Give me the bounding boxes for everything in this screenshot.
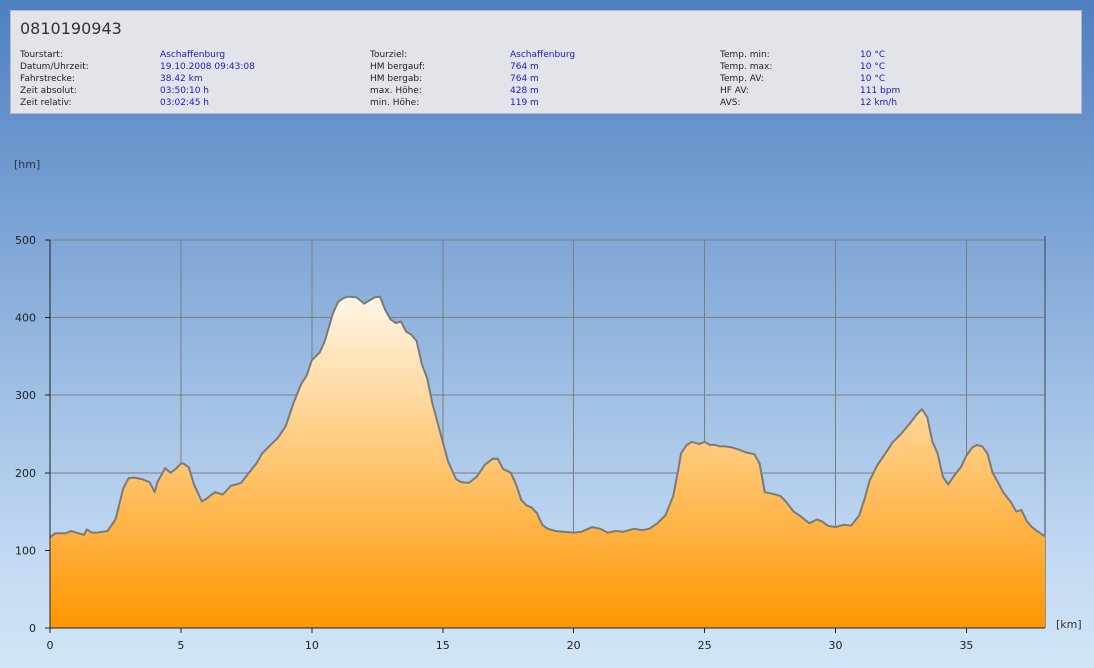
info-value: Aschaffenburg xyxy=(160,50,226,60)
info-label: max. Höhe: xyxy=(370,86,422,96)
tour-title: 0810190943 xyxy=(20,19,122,38)
info-row: Tourziel: Aschaffenburg xyxy=(370,49,575,61)
tour-info-panel: 0810190943 Tourstart: Aschaffenburg Datum… xyxy=(10,10,1082,114)
elevation-line xyxy=(49,295,1046,538)
info-label: Datum/Uhrzeit: xyxy=(20,62,89,72)
info-row: Tourstart: Aschaffenburg xyxy=(20,49,255,61)
x-axis-unit: [km] xyxy=(1056,618,1082,631)
y-tick-label: 100 xyxy=(15,544,36,557)
x-tick-label: 30 xyxy=(829,639,843,652)
info-row: HF AV: 111 bpm xyxy=(720,85,900,97)
y-tick-label: 300 xyxy=(15,389,36,402)
info-label: Temp. max: xyxy=(720,62,773,72)
info-row: Datum/Uhrzeit: 19.10.2008 09:43:08 xyxy=(20,61,255,73)
info-label: Zeit absolut: xyxy=(20,86,77,96)
info-row: Temp. AV: 10 °C xyxy=(720,73,900,85)
info-label: Tourziel: xyxy=(370,50,408,60)
info-value: 111 bpm xyxy=(860,86,901,96)
info-row: Fahrstrecke: 38.42 km xyxy=(20,73,255,85)
info-value: 38.42 km xyxy=(160,74,203,84)
info-value: Aschaffenburg xyxy=(510,50,576,60)
info-value: 10 °C xyxy=(860,50,886,60)
tick-labels: 0 100 200 300 400 500 0 5 10 15 20 25 30 35 xyxy=(15,234,973,652)
info-label: Tourstart: xyxy=(20,50,63,60)
x-tick-label: 5 xyxy=(177,639,184,652)
info-label: Fahrstrecke: xyxy=(20,74,75,84)
info-value: 764 m xyxy=(510,74,539,84)
info-value: 12 km/h xyxy=(860,98,898,108)
info-value: 03:50:10 h xyxy=(160,86,209,96)
info-label: Temp. AV: xyxy=(720,74,764,84)
x-tick-label: 35 xyxy=(959,639,973,652)
axes xyxy=(45,239,1045,633)
info-column-start: Tourstart: Aschaffenburg Datum/Uhrzeit: 19… xyxy=(20,49,255,109)
y-tick-label: 200 xyxy=(15,467,36,480)
info-row: Zeit relativ: 03:02:45 h xyxy=(20,97,255,109)
info-value: 10 °C xyxy=(860,74,886,84)
info-label: min. Höhe: xyxy=(370,98,420,108)
info-row: min. Höhe: 119 m xyxy=(370,97,575,109)
info-value: 03:02:45 h xyxy=(160,98,209,108)
info-row: max. Höhe: 428 m xyxy=(370,85,575,97)
y-tick-label: 0 xyxy=(29,622,36,635)
y-tick-label: 500 xyxy=(15,234,36,247)
info-label: Temp. min: xyxy=(720,50,770,60)
info-value: 428 m xyxy=(510,86,539,96)
info-column-stats: Temp. min: 10 °C Temp. max: 10 °C Temp. AV… xyxy=(720,49,900,109)
info-value: 764 m xyxy=(510,62,539,72)
info-row: Zeit absolut: 03:50:10 h xyxy=(20,85,255,97)
info-row: AVS: 12 km/h xyxy=(720,97,900,109)
y-tick-label: 400 xyxy=(15,312,36,325)
x-tick-label: 20 xyxy=(567,639,581,652)
y-axis-unit: [hm] xyxy=(14,158,40,171)
info-label: HF AV: xyxy=(720,86,749,96)
info-label: AVS: xyxy=(720,98,741,108)
info-column-elevation: Tourziel: Aschaffenburg HM bergauf: 764 m … xyxy=(370,49,575,109)
info-row: HM bergauf: 764 m xyxy=(370,61,575,73)
info-row: Temp. max: 10 °C xyxy=(720,61,900,73)
info-value: 10 °C xyxy=(860,62,886,72)
x-tick-label: 15 xyxy=(436,639,450,652)
x-tick-label: 25 xyxy=(698,639,712,652)
info-row: Temp. min: 10 °C xyxy=(720,49,900,61)
info-label: HM bergab: xyxy=(370,74,423,84)
info-label: HM bergauf: xyxy=(370,62,425,72)
elevation-area xyxy=(50,296,1045,628)
info-label: Zeit relativ: xyxy=(20,98,72,108)
info-value: 19.10.2008 09:43:08 xyxy=(160,62,255,72)
info-value: 119 m xyxy=(510,98,539,108)
x-tick-label: 0 xyxy=(47,639,54,652)
x-tick-label: 10 xyxy=(305,639,319,652)
info-row: HM bergab: 764 m xyxy=(370,73,575,85)
